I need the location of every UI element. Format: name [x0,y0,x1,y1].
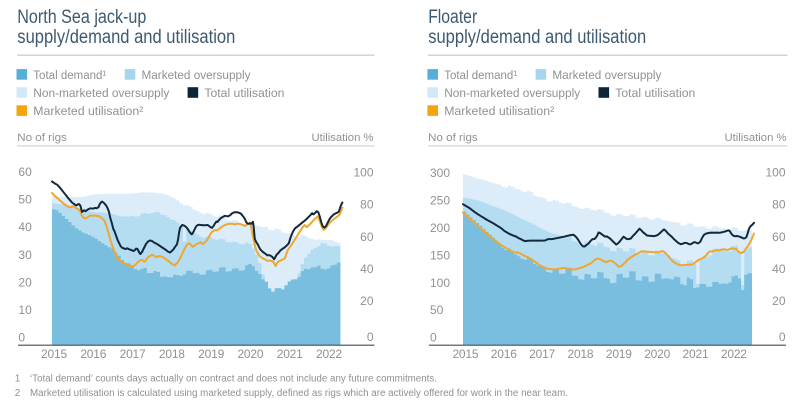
svg-text:Total utilisation: Total utilisation [615,86,695,100]
svg-text:Utilisation %: Utilisation % [725,132,787,144]
svg-text:2016: 2016 [491,347,517,361]
svg-text:Non-marketed oversupply: Non-marketed oversupply [444,86,581,100]
svg-text:60: 60 [18,165,32,179]
svg-text:Non-marketed oversupply: Non-marketed oversupply [33,86,170,100]
svg-text:60: 60 [772,230,786,244]
svg-text:100: 100 [765,165,785,179]
svg-text:2022: 2022 [316,347,342,361]
svg-text:Total utilisation: Total utilisation [204,86,284,100]
svg-text:0: 0 [779,330,786,344]
svg-text:80: 80 [360,198,374,212]
svg-text:Floater: Floater [428,7,478,28]
svg-text:Marketed utilisation is calcul: Marketed utilisation is calculated using… [30,388,568,399]
svg-text:1: 1 [15,374,21,385]
svg-text:60: 60 [360,230,374,244]
svg-text:0: 0 [367,330,374,344]
svg-text:2015: 2015 [452,347,478,361]
svg-text:10: 10 [18,303,32,317]
svg-text:2017: 2017 [120,347,146,361]
svg-text:40: 40 [772,262,786,276]
svg-text:North Sea jack-up: North Sea jack-up [17,7,146,28]
svg-text:Total demand¹: Total demand¹ [444,68,517,82]
svg-text:0: 0 [430,331,437,345]
svg-text:100: 100 [430,276,450,290]
svg-text:0: 0 [18,331,25,345]
svg-text:40: 40 [360,262,374,276]
svg-text:2018: 2018 [567,347,593,361]
svg-text:supply/demand and utilisation: supply/demand and utilisation [428,27,646,48]
svg-text:Total demand¹: Total demand¹ [33,68,106,82]
svg-text:80: 80 [772,198,786,212]
svg-text:Utilisation %: Utilisation % [312,132,374,144]
svg-text:20: 20 [772,294,786,308]
svg-text:No of rigs: No of rigs [428,132,478,144]
svg-text:30: 30 [18,248,32,262]
svg-text:2019: 2019 [606,347,632,361]
svg-text:150: 150 [430,248,450,262]
svg-text:Marketed oversupply: Marketed oversupply [142,68,252,82]
svg-text:2: 2 [15,388,21,399]
svg-text:2017: 2017 [529,347,555,361]
svg-text:20: 20 [18,275,32,289]
svg-text:2018: 2018 [159,347,185,361]
svg-text:No of rigs: No of rigs [17,132,67,144]
svg-text:Marketed utilisation²: Marketed utilisation² [33,104,143,118]
svg-text:‘Total demand’ counts days act: ‘Total demand’ counts days actually on c… [30,374,437,385]
svg-text:2016: 2016 [80,347,106,361]
svg-text:supply/demand and utilisation: supply/demand and utilisation [17,27,235,48]
svg-text:50: 50 [18,193,32,207]
svg-text:300: 300 [430,166,450,180]
svg-text:2021: 2021 [277,347,303,361]
svg-text:Marketed utilisation²: Marketed utilisation² [444,104,554,118]
svg-text:50: 50 [430,303,444,317]
svg-text:250: 250 [430,193,450,207]
svg-text:40: 40 [18,220,32,234]
svg-text:100: 100 [353,165,373,179]
svg-text:20: 20 [360,294,374,308]
svg-text:2020: 2020 [237,347,263,361]
svg-text:2020: 2020 [644,347,670,361]
svg-text:2015: 2015 [41,347,67,361]
svg-text:200: 200 [430,221,450,235]
svg-text:2022: 2022 [721,347,747,361]
svg-text:2021: 2021 [683,347,709,361]
svg-text:2019: 2019 [198,347,224,361]
svg-text:Marketed oversupply: Marketed oversupply [552,68,662,82]
